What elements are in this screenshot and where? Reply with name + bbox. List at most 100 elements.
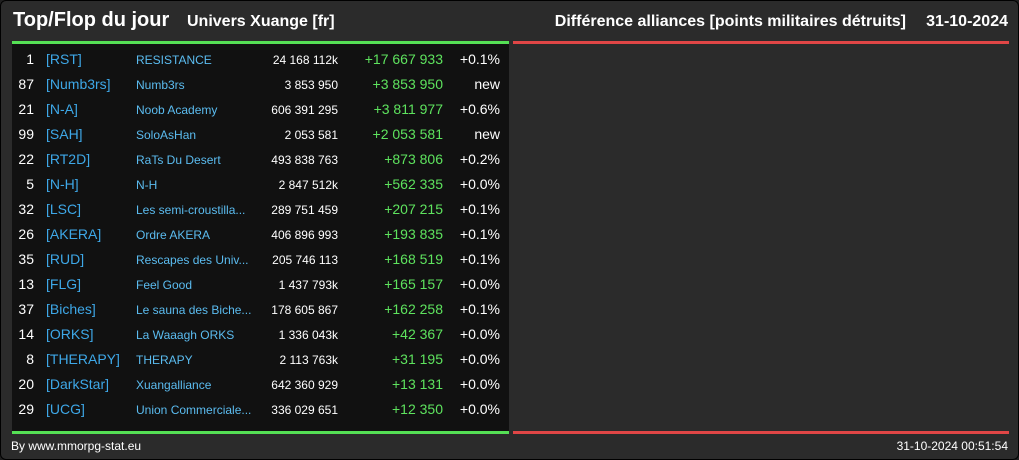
rank-cell: 87	[18, 76, 34, 92]
alliance-name-link[interactable]: Noob Academy	[136, 103, 218, 117]
points-cell: 205 746 113	[272, 253, 338, 267]
rank-cell: 35	[18, 251, 34, 267]
alliance-name-link[interactable]: Le sauna des Biche...	[136, 303, 252, 317]
alliance-name-link[interactable]: SoloAsHan	[136, 128, 197, 142]
table-row: 5 [N-H] N-H 2 847 512k +562 335 +0.0%	[12, 173, 509, 198]
alliance-tag-link[interactable]: [Numb3rs]	[46, 76, 111, 92]
alliance-tag-link[interactable]: [AKERA]	[46, 226, 102, 242]
table-row: 1 [RST] RESISTANCE 24 168 112k +17 667 933 +0…	[12, 48, 509, 73]
points-cell: 2 113 763k	[279, 353, 339, 367]
percent-cell: new	[474, 126, 500, 142]
alliance-name-link[interactable]: Union Commerciale...	[136, 403, 252, 417]
percent-cell: +0.0%	[459, 376, 500, 392]
top-section-bar	[12, 41, 509, 44]
difference-cell: +873 806	[384, 151, 443, 167]
table-row: 35 [RUD] Rescapes des Univ... 205 746 113 +1…	[12, 248, 509, 273]
percent-cell: +0.0%	[459, 326, 500, 342]
points-cell: 606 391 295	[271, 103, 338, 117]
alliance-name-link[interactable]: Ordre AKERA	[136, 228, 211, 242]
table-row: 13 [FLG] Feel Good 1 437 793k +165 157 +0.0%	[12, 273, 509, 298]
alliance-tag-link[interactable]: [ORKS]	[46, 326, 94, 342]
alliance-name-link[interactable]: Numb3rs	[136, 78, 185, 92]
table-row: 21 [N-A] Noob Academy 606 391 295 +3 811 977…	[12, 98, 509, 123]
percent-cell: +0.1%	[459, 201, 500, 217]
alliance-name-link[interactable]: RESISTANCE	[136, 53, 212, 67]
rank-cell: 37	[18, 301, 34, 317]
difference-cell: +12 350	[392, 401, 443, 417]
rank-cell: 14	[18, 326, 34, 342]
difference-cell: +562 335	[384, 176, 443, 192]
table-row: 99 [SAH] SoloAsHan 2 053 581 +2 053 581 new	[12, 123, 509, 148]
points-cell: 1 336 043k	[278, 328, 338, 342]
percent-cell: +0.6%	[459, 101, 500, 117]
alliance-name-link[interactable]: RaTs Du Desert	[136, 153, 221, 167]
points-cell: 336 029 651	[271, 403, 338, 417]
points-cell: 2 053 581	[284, 128, 338, 142]
percent-cell: +0.0%	[459, 276, 500, 292]
points-cell: 3 853 950	[284, 78, 338, 92]
points-cell: 1 437 793k	[278, 278, 338, 292]
rank-cell: 32	[18, 201, 34, 217]
points-cell: 178 605 867	[271, 303, 338, 317]
alliance-tag-link[interactable]: [DarkStar]	[46, 376, 110, 392]
alliance-tag-link[interactable]: [N-H]	[46, 176, 79, 192]
rank-cell: 26	[18, 226, 34, 242]
rank-cell: 99	[18, 126, 34, 142]
percent-cell: +0.0%	[459, 176, 500, 192]
difference-cell: +193 835	[384, 226, 443, 242]
difference-cell: +42 367	[392, 326, 443, 342]
footer-credit: By www.mmorpg-stat.eu	[11, 439, 142, 453]
alliance-tag-link[interactable]: [THERAPY]	[46, 351, 120, 367]
rank-cell: 5	[26, 176, 34, 192]
alliance-tag-link[interactable]: [RT2D]	[46, 151, 91, 167]
table-row: 37 [Biches] Le sauna des Biche... 178 605 8…	[12, 298, 509, 323]
rank-cell: 20	[18, 376, 34, 392]
percent-cell: +0.1%	[459, 226, 500, 242]
alliance-name-link[interactable]: THERAPY	[136, 353, 193, 367]
difference-cell: +168 519	[384, 251, 443, 267]
page-title: Top/Flop du jour	[13, 9, 170, 31]
percent-cell: +0.2%	[459, 151, 500, 167]
flop-section-bar-bottom	[513, 431, 1009, 434]
ranking-subtitle: Différence alliances [points militaires …	[554, 13, 906, 30]
alliance-name-link[interactable]: Feel Good	[136, 278, 193, 292]
alliance-name-link[interactable]: Les semi-croustilla...	[136, 203, 246, 217]
footer-timestamp: 31-10-2024 00:51:54	[896, 439, 1008, 453]
table-row: 87 [Numb3rs] Numb3rs 3 853 950 +3 853 950 new	[12, 73, 509, 98]
points-cell: 642 360 929	[271, 378, 338, 392]
difference-cell: +2 053 581	[372, 126, 443, 142]
alliance-tag-link[interactable]: [UCG]	[46, 401, 85, 417]
points-cell: 2 847 512k	[278, 178, 338, 192]
alliance-name-link[interactable]: N-H	[136, 178, 158, 192]
table-row: 22 [RT2D] RaTs Du Desert 493 838 763 +873 80…	[12, 148, 509, 173]
points-cell: 289 751 459	[271, 203, 338, 217]
table-row: 32 [LSC] Les semi-croustilla... 289 751 459…	[12, 198, 509, 223]
top-section-bar-bottom	[12, 431, 509, 434]
rank-cell: 22	[18, 151, 34, 167]
alliance-tag-link[interactable]: [SAH]	[46, 126, 83, 142]
alliance-tag-link[interactable]: [Biches]	[46, 301, 96, 317]
difference-cell: +165 157	[384, 276, 443, 292]
rank-cell: 21	[18, 101, 34, 117]
alliance-tag-link[interactable]: [RUD]	[46, 251, 85, 267]
table-row: 29 [UCG] Union Commerciale... 336 029 651 +1…	[12, 398, 509, 423]
difference-cell: +13 131	[392, 376, 443, 392]
alliance-name-link[interactable]: La Waaagh ORKS	[136, 328, 235, 342]
alliance-tag-link[interactable]: [N-A]	[46, 101, 78, 117]
percent-cell: +0.1%	[459, 251, 500, 267]
rank-cell: 1	[26, 51, 34, 67]
alliance-tag-link[interactable]: [LSC]	[46, 201, 82, 217]
alliance-tag-link[interactable]: [RST]	[46, 51, 82, 67]
percent-cell: +0.0%	[459, 401, 500, 417]
percent-cell: +0.1%	[459, 301, 500, 317]
alliance-tag-link[interactable]: [FLG]	[46, 276, 82, 292]
top-panel: 1 [RST] RESISTANCE 24 168 112k +17 667 933 +0…	[12, 44, 509, 431]
universe-label: Univers Xuange [fr]	[187, 13, 335, 30]
alliance-name-link[interactable]: Xuangalliance	[136, 378, 212, 392]
points-cell: 24 168 112k	[272, 53, 338, 67]
alliance-name-link[interactable]: Rescapes des Univ...	[136, 253, 249, 267]
percent-cell: +0.1%	[459, 51, 500, 67]
table-row: 20 [DarkStar] Xuangalliance 642 360 929 +13 …	[12, 373, 509, 398]
rank-cell: 29	[18, 401, 34, 417]
